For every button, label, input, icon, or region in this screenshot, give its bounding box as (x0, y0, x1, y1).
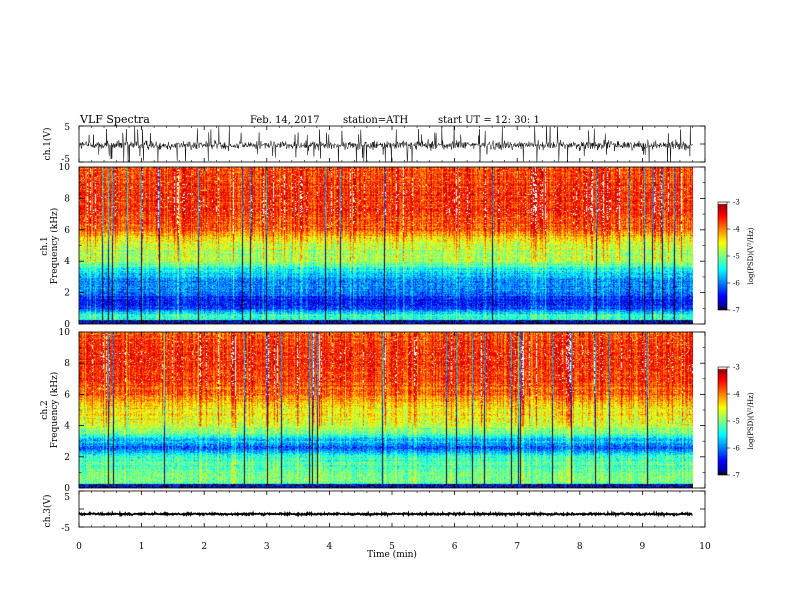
ch1-ytick-bottom: -5 (61, 155, 70, 165)
ch1-spectrogram-panel: 0 2 4 6 8 10 ch.1 Frequency (kHz) (40, 163, 706, 330)
y-tick-label: 4 (64, 422, 70, 432)
y-tick-label: 6 (64, 226, 70, 236)
y-tick-label: 8 (64, 194, 70, 204)
ch2-spectrogram-panel: 0 2 4 6 8 10 ch.2 Frequency (kHz) (40, 328, 706, 494)
waveform-line (78, 509, 693, 519)
ch3-ytick-bottom: -5 (61, 524, 70, 534)
chart-title: VLF Spectra (79, 113, 150, 126)
ch1-spectrogram-ylabel: Frequency (kHz) (49, 208, 60, 285)
x-tick-label: 3 (264, 542, 270, 552)
y-tick-label: 4 (64, 257, 70, 267)
x-tick-label: 2 (201, 542, 207, 552)
colorbar-tick-label: -5 (733, 253, 740, 261)
time-axis: 0 1 2 3 4 5 6 7 8 9 10 (76, 126, 711, 552)
colorbar-tick-label: -7 (733, 307, 740, 315)
x-tick-label: 1 (139, 542, 145, 552)
ch3-waveform-trace (78, 509, 693, 519)
ch1-ytick-top: 5 (64, 123, 70, 133)
ch1-colorbar-gradient (718, 202, 727, 310)
ch2-spectrogram-image (79, 332, 693, 488)
colorbar-tick-label: -3 (733, 364, 740, 372)
ch1-waveform-ylabel: ch.1(V) (42, 128, 53, 161)
y-tick-label: 0 (64, 484, 70, 494)
colorbar-tick-label: -7 (733, 472, 740, 480)
y-tick-label: 0 (64, 320, 70, 330)
ch2-spectrogram-ylabel-channel: ch.2 (40, 400, 50, 419)
ch1-waveform-trace (78, 125, 693, 163)
x-tick-label: 8 (577, 542, 583, 552)
header-start-time: start UT = 12: 30: 1 (438, 115, 540, 126)
ch1-spectrogram-ylabel-channel: ch.1 (40, 236, 50, 255)
colorbar-tick-label: -6 (733, 280, 740, 288)
x-tick-label: 10 (699, 542, 711, 552)
x-tick-label: 7 (514, 542, 520, 552)
colorbar-tick-label: -6 (733, 445, 740, 453)
x-tick-label: 9 (640, 542, 646, 552)
colorbar-tick-label: -4 (733, 391, 740, 399)
ch3-ytick-top: 5 (64, 493, 70, 503)
colorbar-tick-label: -5 (733, 418, 740, 426)
ch2-colorbar-gradient (718, 367, 727, 475)
waveform-line (78, 125, 693, 163)
y-tick-label: 2 (64, 289, 70, 299)
colorbar-tick-label: -4 (733, 226, 740, 234)
y-tick-label: 6 (64, 390, 70, 400)
x-tick-label: 0 (76, 542, 82, 552)
ch2-colorbar: -3 -4 -5 -6 -7 log(PSD)(V²/Hz) (717, 364, 755, 480)
y-tick-label: 10 (59, 328, 71, 338)
ch1-colorbar: -3 -4 -5 -6 -7 log(PSD)(V²/Hz) (717, 199, 755, 315)
ch1-spectrogram-image (79, 167, 693, 324)
y-tick-label: 2 (64, 453, 70, 463)
y-tick-label: 8 (64, 359, 70, 369)
x-tick-label: 6 (452, 542, 458, 552)
x-tick-label: 5 (389, 542, 395, 552)
ch3-waveform-frame (78, 490, 706, 528)
header-station: station=ATH (343, 115, 409, 126)
colorbar-tick-label: -3 (733, 199, 740, 207)
ch1-colorbar-label: log(PSD)(V²/Hz) (747, 227, 755, 284)
ch2-spectrogram-ylabel: Frequency (kHz) (49, 372, 60, 449)
header-date: Feb. 14, 2017 (250, 115, 320, 126)
ch2-colorbar-label: log(PSD)(V²/Hz) (747, 392, 755, 449)
y-tick-label: 10 (59, 163, 71, 173)
x-tick-label: 4 (327, 542, 333, 552)
ch3-waveform-ylabel: ch.3(V) (42, 495, 53, 528)
x-axis-label: Time (min) (367, 549, 417, 560)
ch3-waveform-panel: 5 -5 ch.3(V) (42, 490, 706, 534)
